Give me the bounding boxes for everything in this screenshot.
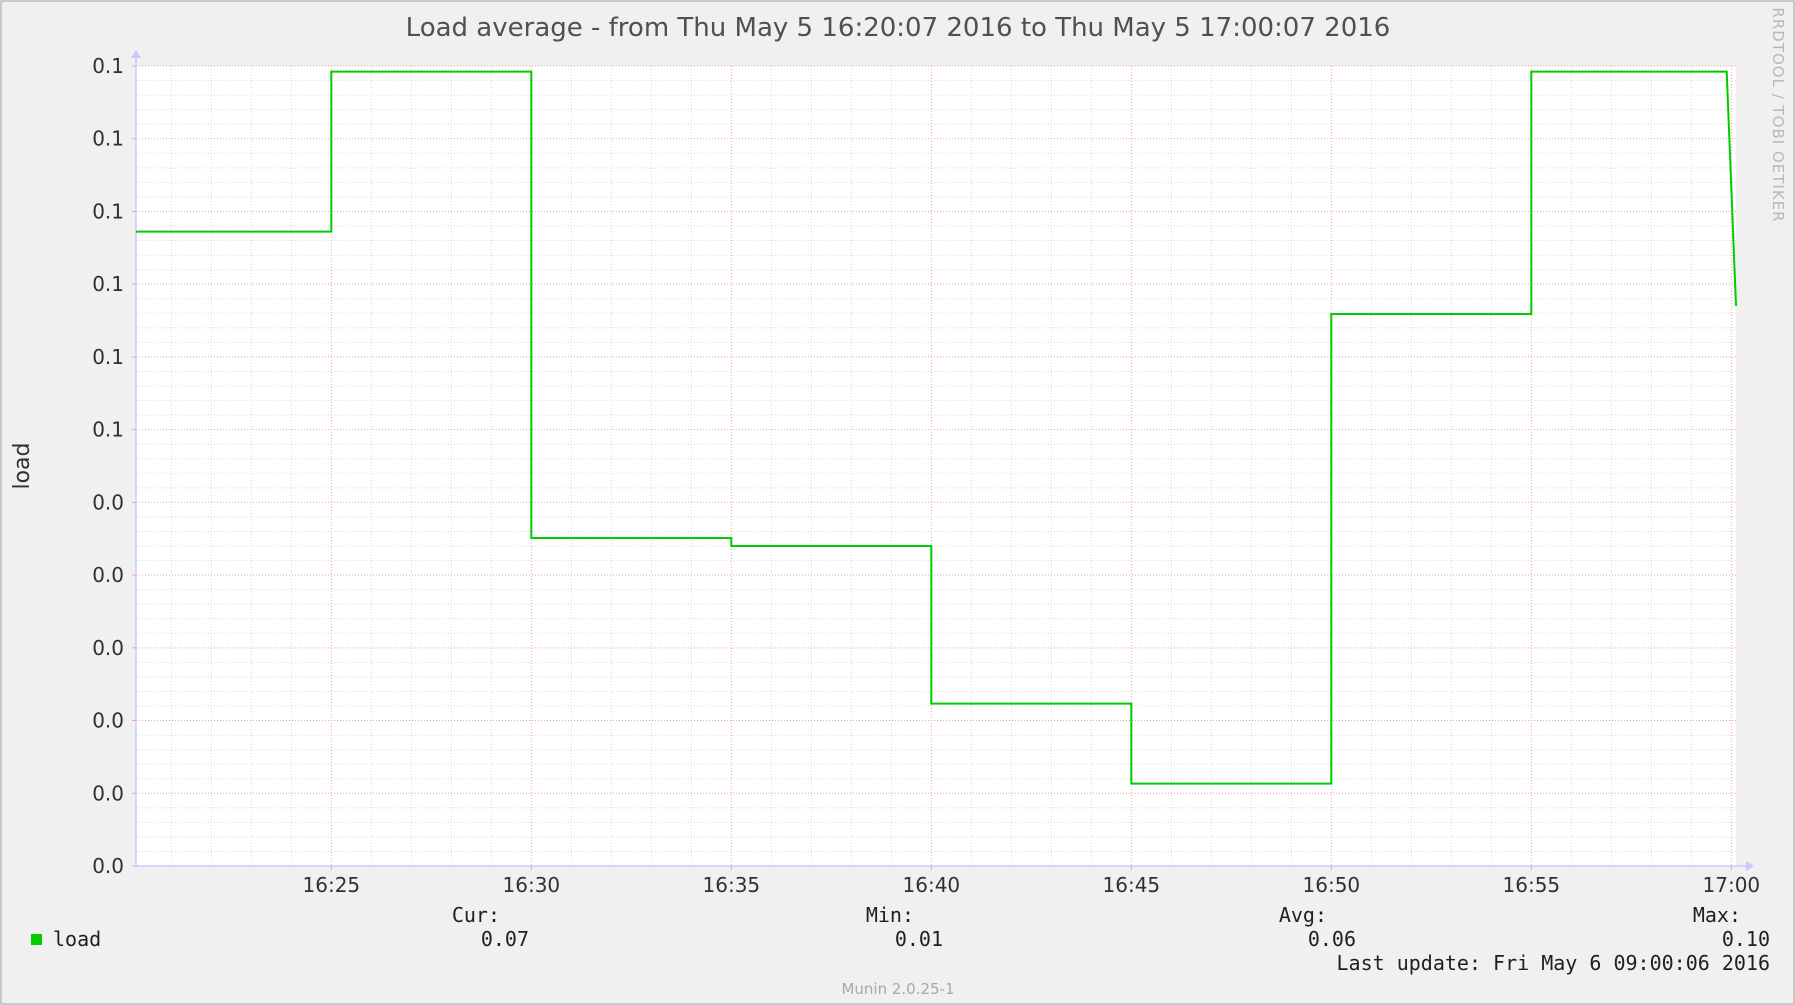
legend-entry-load: load	[53, 927, 101, 951]
y-tick-label: 0.0	[92, 709, 124, 733]
legend-cur-value: 0.07	[481, 927, 529, 951]
y-tick-label: 0.1	[92, 418, 124, 442]
legend-avg-label: Avg:	[1279, 903, 1327, 927]
axes	[131, 50, 1754, 871]
chart-title: Load average - from Thu May 5 16:20:07 2…	[406, 13, 1391, 43]
legend-cur-label: Cur:	[452, 903, 500, 927]
y-axis-label: load	[10, 442, 35, 489]
rrdtool-watermark: RRDTOOL / TOBI OETIKER	[1769, 7, 1787, 222]
x-tick-label: 16:45	[1103, 873, 1161, 897]
legend-max-label: Max:	[1693, 903, 1741, 927]
x-tick-label: 16:35	[703, 873, 761, 897]
y-axis-ticks: 0.0 0.0 0.0 0.0 0.0 0.0 0.1 0.1 0.1 0.1 0.1 0.1	[92, 54, 136, 878]
y-tick-label: 0.0	[92, 854, 124, 878]
y-tick-label: 0.0	[92, 563, 124, 587]
x-tick-label: 16:50	[1303, 873, 1361, 897]
y-tick-label: 0.1	[92, 345, 124, 369]
x-axis-arrow	[1746, 861, 1754, 871]
legend-min-label: Min:	[866, 903, 914, 927]
y-axis-arrow	[131, 50, 141, 58]
y-tick-label: 0.1	[92, 54, 124, 78]
x-tick-label: 16:25	[303, 873, 361, 897]
y-tick-label: 0.0	[92, 781, 124, 805]
legend-swatch-load	[31, 934, 42, 945]
series-line-load	[136, 70, 1737, 785]
x-tick-label: 16:30	[503, 873, 561, 897]
y-tick-label: 0.0	[92, 490, 124, 514]
x-axis-ticks: 16:25 16:30 16:35 16:40 16:45 16:50 16:55 17:00	[303, 866, 1761, 897]
plot-area	[136, 66, 1736, 866]
munin-version-footer: Munin 2.0.25-1	[841, 980, 954, 998]
last-update-text: Last update: Fri May 6 09:00:06 2016	[1337, 951, 1770, 975]
series-layer	[136, 70, 1737, 785]
x-tick-label: 17:00	[1703, 873, 1761, 897]
legend-min-value: 0.01	[895, 927, 943, 951]
x-tick-label: 16:40	[903, 873, 961, 897]
y-tick-label: 0.1	[92, 127, 124, 151]
legend-avg-value: 0.06	[1308, 927, 1356, 951]
y-tick-label: 0.1	[92, 199, 124, 223]
legend-max-value: 0.10	[1722, 927, 1770, 951]
x-tick-label: 16:55	[1503, 873, 1561, 897]
y-tick-label: 0.1	[92, 272, 124, 296]
y-tick-label: 0.0	[92, 636, 124, 660]
